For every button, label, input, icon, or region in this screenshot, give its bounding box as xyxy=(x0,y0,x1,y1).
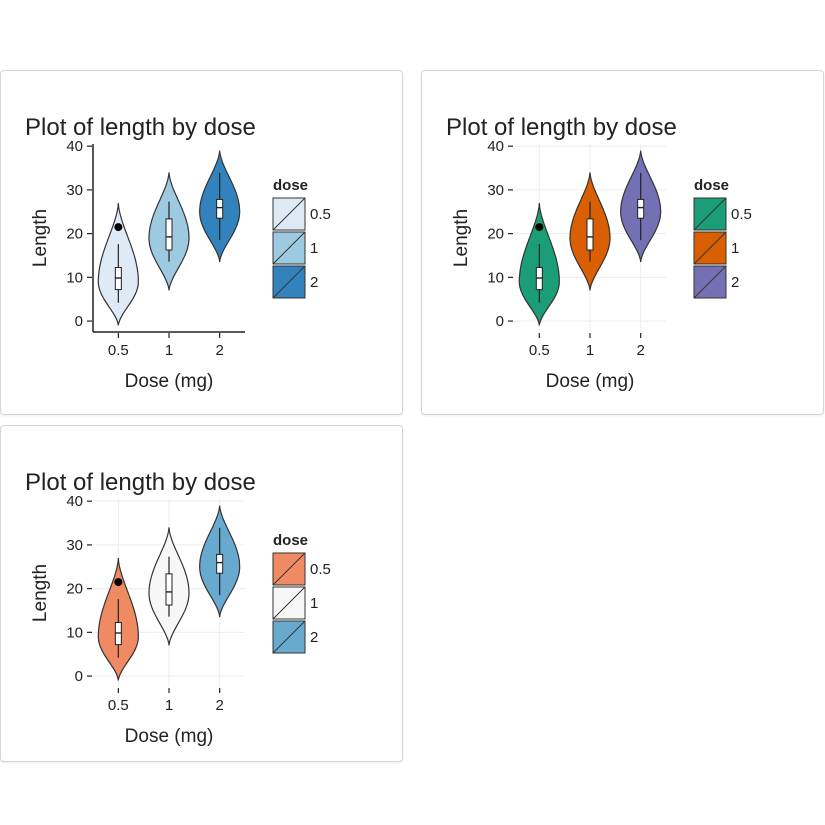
y-tick-label: 10 xyxy=(66,269,83,286)
legend-label: 1 xyxy=(310,240,318,257)
legend-key-line xyxy=(272,552,306,586)
x-axis-title: Dose (mg) xyxy=(125,726,214,747)
x-tick-label: 0.5 xyxy=(108,697,129,714)
chart-card: Plot of length by dose 0 10 20 30 40 0.5 1 2 Dose… xyxy=(0,425,403,762)
y-axis-title: Length xyxy=(30,209,51,267)
box xyxy=(637,198,645,219)
box xyxy=(165,573,173,606)
legend-key-line xyxy=(693,231,727,265)
y-axis-title: Length xyxy=(451,209,472,267)
y-tick-label: 10 xyxy=(487,269,504,286)
x-tick-label: 0.5 xyxy=(529,342,550,359)
x-axis-title: Dose (mg) xyxy=(125,371,214,392)
y-tick-label: 30 xyxy=(487,182,504,199)
legend-label: 0.5 xyxy=(310,206,331,223)
x-tick-label: 1 xyxy=(165,697,173,714)
legend-label: 2 xyxy=(310,629,318,646)
legend-label: 0.5 xyxy=(731,206,752,223)
legend-key-line xyxy=(272,620,306,654)
legend-label: 2 xyxy=(731,274,739,291)
x-tick-label: 2 xyxy=(215,342,223,359)
legend-key-line xyxy=(693,265,727,299)
chart-title: Plot of length by dose xyxy=(446,114,677,141)
legend-title: dose xyxy=(273,532,308,549)
y-tick-label: 0 xyxy=(496,313,504,330)
x-tick-label: 2 xyxy=(215,697,223,714)
legend-key-line xyxy=(272,197,306,231)
legend-label: 2 xyxy=(310,274,318,291)
x-tick-label: 0.5 xyxy=(108,342,129,359)
outlier xyxy=(114,223,123,232)
legend-label: 1 xyxy=(310,595,318,612)
chart-card: Plot of length by dose 0 10 20 30 40 0.5 1 2 Dose… xyxy=(0,70,403,415)
chart-title: Plot of length by dose xyxy=(25,469,256,496)
y-tick-label: 0 xyxy=(75,313,83,330)
legend-title: dose xyxy=(273,177,308,194)
y-tick-label: 10 xyxy=(66,624,83,641)
y-tick-label: 40 xyxy=(66,138,83,155)
y-tick-label: 20 xyxy=(487,226,504,243)
legend-label: 1 xyxy=(731,240,739,257)
legend-key-line xyxy=(272,231,306,265)
x-tick-label: 1 xyxy=(586,342,594,359)
x-tick-label: 2 xyxy=(636,342,644,359)
box xyxy=(586,218,594,251)
y-axis-title: Length xyxy=(30,564,51,622)
legend-key-line xyxy=(272,586,306,620)
chart-card: Plot of length by dose 0 10 20 30 40 0.5 1 2 Dose… xyxy=(421,70,824,415)
x-axis-title: Dose (mg) xyxy=(546,371,635,392)
legend-label: 0.5 xyxy=(310,561,331,578)
box xyxy=(216,553,224,574)
y-tick-label: 20 xyxy=(66,581,83,598)
legend-title: dose xyxy=(694,177,729,194)
box xyxy=(165,218,173,251)
x-tick-label: 1 xyxy=(165,342,173,359)
y-tick-label: 40 xyxy=(66,493,83,510)
outlier xyxy=(114,578,123,587)
legend-key-line xyxy=(693,197,727,231)
y-tick-label: 30 xyxy=(66,537,83,554)
legend-key-line xyxy=(272,265,306,299)
y-tick-label: 40 xyxy=(487,138,504,155)
outlier xyxy=(535,223,544,232)
box xyxy=(216,198,224,219)
y-tick-label: 30 xyxy=(66,182,83,199)
y-tick-label: 20 xyxy=(66,226,83,243)
chart-title: Plot of length by dose xyxy=(25,114,256,141)
y-tick-label: 0 xyxy=(75,668,83,685)
